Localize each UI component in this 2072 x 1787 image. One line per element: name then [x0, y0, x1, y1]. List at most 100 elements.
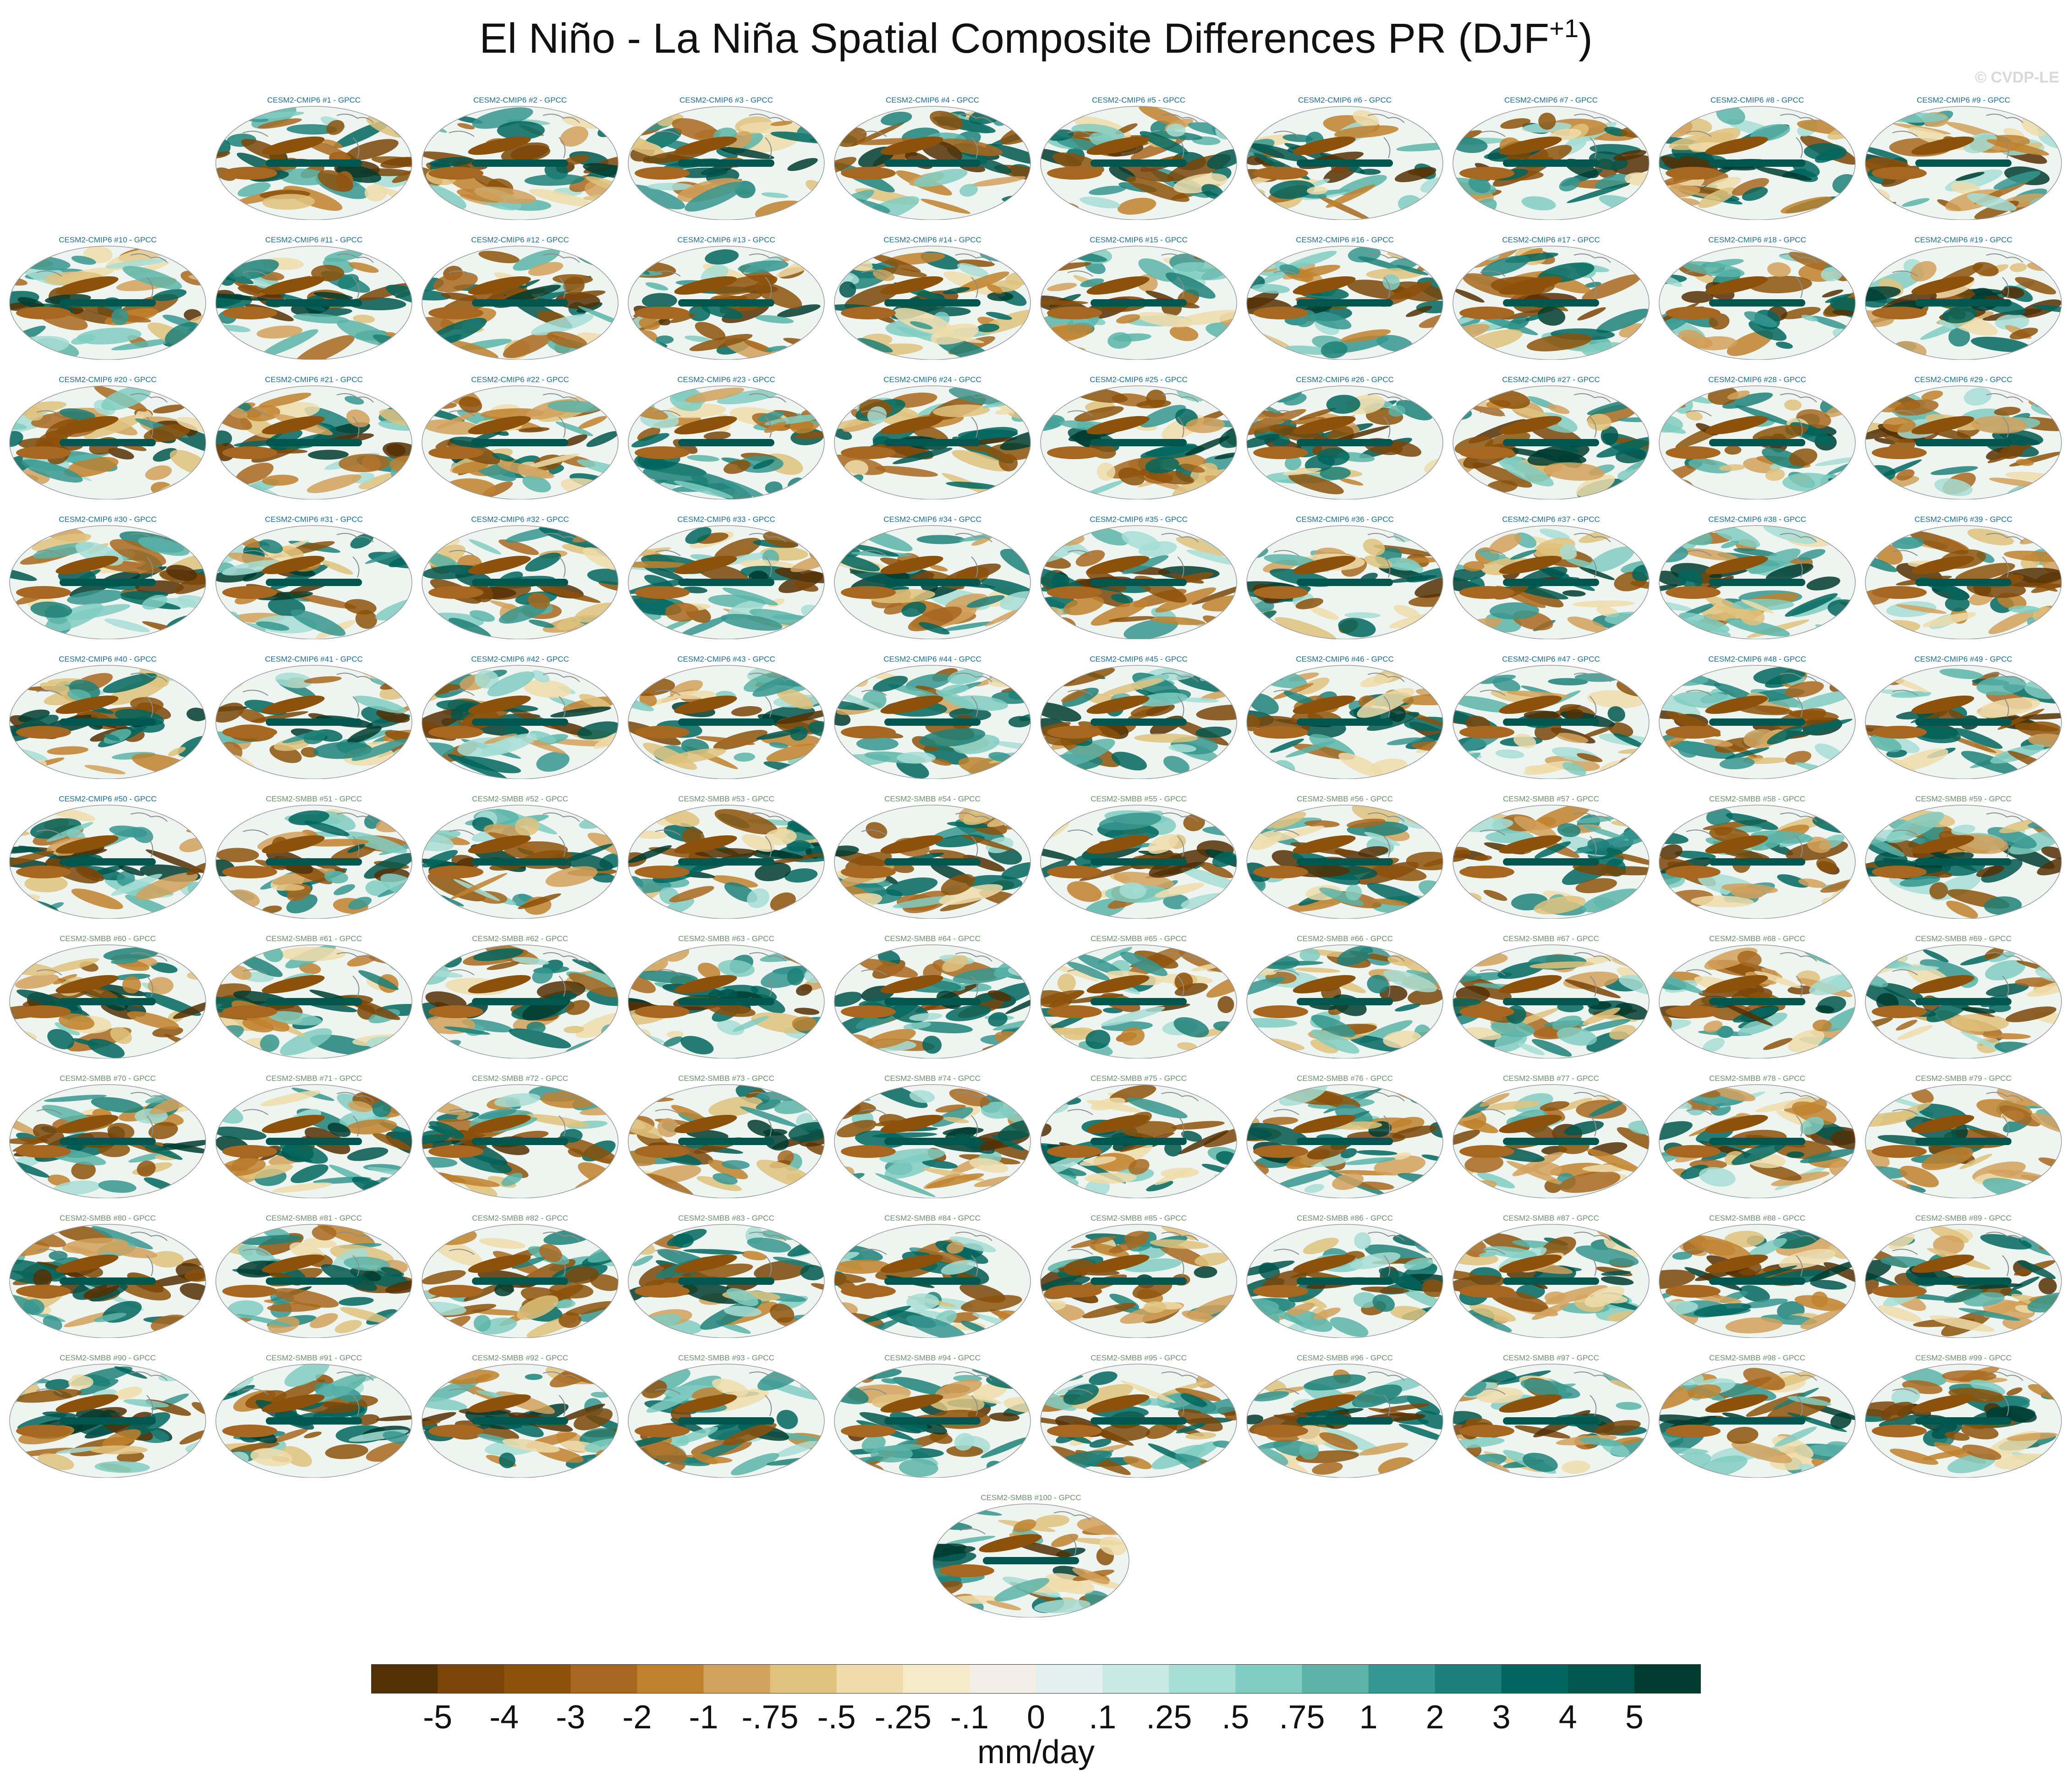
panel-label: CESM2-CMIP6 #45 - GPCC — [1090, 655, 1188, 663]
precip-anomaly-patch — [834, 685, 880, 710]
precip-anomaly-patch — [216, 329, 225, 345]
equatorial-wet-band — [1915, 439, 2012, 446]
equatorial-wet-band — [1503, 998, 1599, 1005]
precip-anomaly-patch — [1137, 692, 1188, 707]
dry-anomaly-region — [1253, 726, 1308, 739]
precip-anomaly-patch — [714, 809, 778, 835]
precip-anomaly-patch — [1124, 618, 1178, 639]
dry-anomaly-region — [1459, 726, 1514, 739]
precip-anomaly-patch — [1659, 689, 1701, 717]
coastline — [36, 533, 168, 578]
map-border — [1453, 665, 1650, 779]
precip-anomaly-patch — [1846, 386, 1855, 403]
precip-anomaly-patch — [1749, 548, 1801, 574]
precip-anomaly-patch — [586, 431, 618, 447]
dry-anomaly-region — [1499, 276, 1562, 295]
equatorial-wet-band — [472, 579, 568, 586]
precip-anomaly-patch — [1360, 674, 1394, 687]
equatorial-wet-band — [1091, 1277, 1187, 1285]
precip-anomaly-patch — [252, 280, 270, 289]
panel-label: CESM2-CMIP6 #50 - GPCC — [59, 795, 157, 803]
panel-label: CESM2-SMBB #77 - GPCC — [1503, 1074, 1599, 1083]
precip-anomaly-patch — [1562, 590, 1586, 597]
precip-anomaly-patch — [518, 893, 561, 909]
precip-anomaly-patch — [528, 262, 564, 276]
precip-difference-map — [1040, 805, 1237, 919]
precip-difference-map — [1453, 246, 1650, 360]
precip-anomaly-patch — [1389, 705, 1406, 722]
panel-label: CESM2-CMIP6 #17 - GPCC — [1502, 236, 1600, 244]
precip-anomaly-patch — [1497, 457, 1554, 487]
precip-anomaly-patch — [1206, 149, 1237, 169]
precip-anomaly-patch — [1669, 132, 1734, 150]
precip-anomaly-patch — [720, 479, 768, 499]
map-panel: CESM2-CMIP6 #9 - GPCC — [1863, 96, 2064, 234]
precip-anomaly-patch — [40, 682, 76, 696]
dry-anomaly-region — [428, 446, 483, 459]
precip-anomaly-patch — [555, 421, 593, 436]
precip-anomaly-patch — [1785, 751, 1812, 765]
panel-label: CESM2-CMIP6 #5 - GPCC — [1091, 96, 1186, 104]
precip-anomaly-patch — [675, 167, 728, 178]
map-panel: CESM2-SMBB #72 - GPCC — [419, 1074, 621, 1212]
precip-anomaly-patch — [1000, 428, 1031, 450]
precip-anomaly-patch — [1722, 392, 1773, 409]
precip-difference-map — [628, 1084, 825, 1198]
precip-anomaly-patch — [1709, 313, 1730, 330]
dry-anomaly-region — [16, 1005, 71, 1018]
panel-label: CESM2-SMBB #62 - GPCC — [472, 934, 568, 943]
map-border — [215, 525, 412, 639]
precip-anomaly-patch — [1724, 445, 1742, 455]
dry-anomaly-region — [1047, 586, 1102, 599]
precip-anomaly-patch — [1041, 844, 1077, 861]
panel-label: CESM2-SMBB #52 - GPCC — [472, 795, 568, 803]
precip-anomaly-patch — [954, 695, 1009, 711]
precip-anomaly-patch — [766, 744, 818, 762]
precip-anomaly-patch — [1732, 178, 1769, 196]
dry-anomaly-region — [841, 586, 896, 599]
precip-anomaly-patch — [1387, 737, 1423, 745]
precip-difference-map — [1659, 246, 1856, 360]
precip-anomaly-patch — [663, 748, 726, 764]
precip-anomaly-patch — [21, 459, 83, 483]
precip-anomaly-patch — [716, 148, 738, 159]
precip-anomaly-patch — [111, 308, 129, 325]
precip-difference-map — [834, 525, 1031, 639]
map-border — [1040, 106, 1237, 220]
equatorial-wet-band — [1503, 159, 1599, 167]
precip-anomaly-patch — [1219, 426, 1237, 448]
equatorial-wet-band — [1297, 579, 1393, 586]
precip-anomaly-patch — [629, 203, 662, 216]
equatorial-wet-band — [266, 998, 362, 1005]
map-panel: CESM2-SMBB #62 - GPCC — [419, 935, 621, 1072]
precip-anomaly-patch — [1562, 762, 1586, 776]
precip-anomaly-patch — [1749, 320, 1787, 341]
dry-anomaly-region — [674, 416, 737, 434]
precip-anomaly-patch — [303, 730, 326, 745]
dry-anomaly-region — [16, 1145, 71, 1158]
panel-label: CESM2-CMIP6 #20 - GPCC — [59, 375, 157, 384]
map-panel: CESM2-CMIP6 #28 - GPCC — [1656, 376, 1858, 513]
precip-anomaly-patch — [1431, 1319, 1443, 1334]
precip-anomaly-patch — [256, 621, 290, 631]
precip-anomaly-patch — [1320, 466, 1351, 480]
dry-anomaly-region — [1293, 556, 1356, 574]
precip-anomaly-patch — [1659, 584, 1678, 592]
precip-anomaly-patch — [647, 182, 694, 191]
precip-anomaly-patch — [952, 450, 1009, 471]
precip-difference-map — [1659, 944, 1856, 1058]
coastline — [449, 812, 580, 857]
precip-anomaly-patch — [685, 387, 745, 403]
precip-difference-map — [1865, 385, 2062, 499]
precip-anomaly-patch — [497, 121, 545, 140]
precip-difference-map — [215, 106, 412, 220]
panel-label: CESM2-SMBB #61 - GPCC — [266, 934, 362, 943]
precip-anomaly-patch — [1547, 404, 1570, 414]
coastline — [861, 114, 992, 159]
precip-difference-map — [1865, 944, 2062, 1058]
dry-anomaly-region — [55, 696, 119, 714]
precip-anomaly-patch — [1247, 527, 1268, 545]
precip-difference-map — [628, 385, 825, 499]
map-border — [628, 106, 825, 220]
precip-anomaly-patch — [1776, 341, 1793, 349]
